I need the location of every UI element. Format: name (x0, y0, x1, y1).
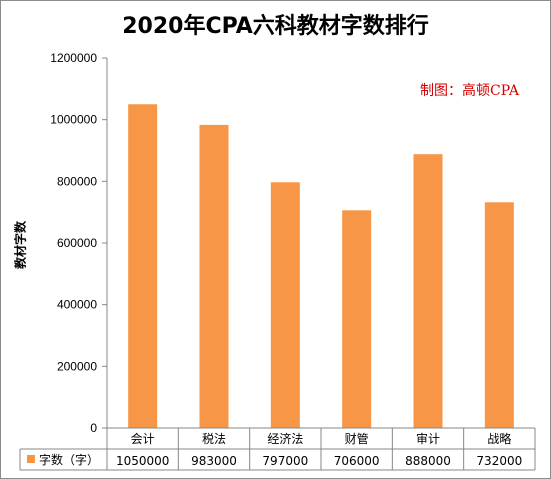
x-tick-label: 会计 (131, 432, 155, 446)
data-value-label: 983000 (191, 454, 237, 468)
data-value-label: 1050000 (116, 454, 169, 468)
y-tick-label: 1000000 (50, 113, 97, 127)
x-tick-label: 税法 (202, 432, 226, 446)
y-tick-label: 200000 (57, 359, 97, 373)
bar-财管 (342, 210, 372, 428)
watermark-text: 制图：高顿CPA (420, 83, 519, 99)
chart-title: 2020年CPA六科教材字数排行 (122, 14, 429, 39)
x-tick-label: 财管 (345, 431, 369, 446)
data-value-label: 732000 (476, 454, 522, 468)
x-tick-label: 审计 (416, 431, 440, 446)
y-tick-label: 600000 (57, 236, 97, 250)
y-tick-label: 400000 (57, 298, 97, 312)
legend-label: 字数（字） (39, 452, 99, 467)
bar-税法 (199, 124, 229, 429)
y-tick-label: 0 (90, 421, 97, 435)
y-tick-label: 1200000 (50, 51, 97, 65)
x-tick-label: 经济法 (267, 431, 303, 446)
bar-战略 (484, 202, 514, 428)
bar-会计 (128, 104, 158, 428)
bar-审计 (413, 154, 443, 428)
data-value-label: 797000 (262, 454, 308, 468)
data-value-label: 888000 (405, 454, 451, 468)
bar-经济法 (270, 182, 300, 428)
data-value-label: 706000 (334, 454, 380, 468)
y-tick-label: 800000 (57, 174, 97, 188)
x-tick-label: 战略 (487, 431, 511, 446)
legend-swatch (27, 455, 35, 463)
